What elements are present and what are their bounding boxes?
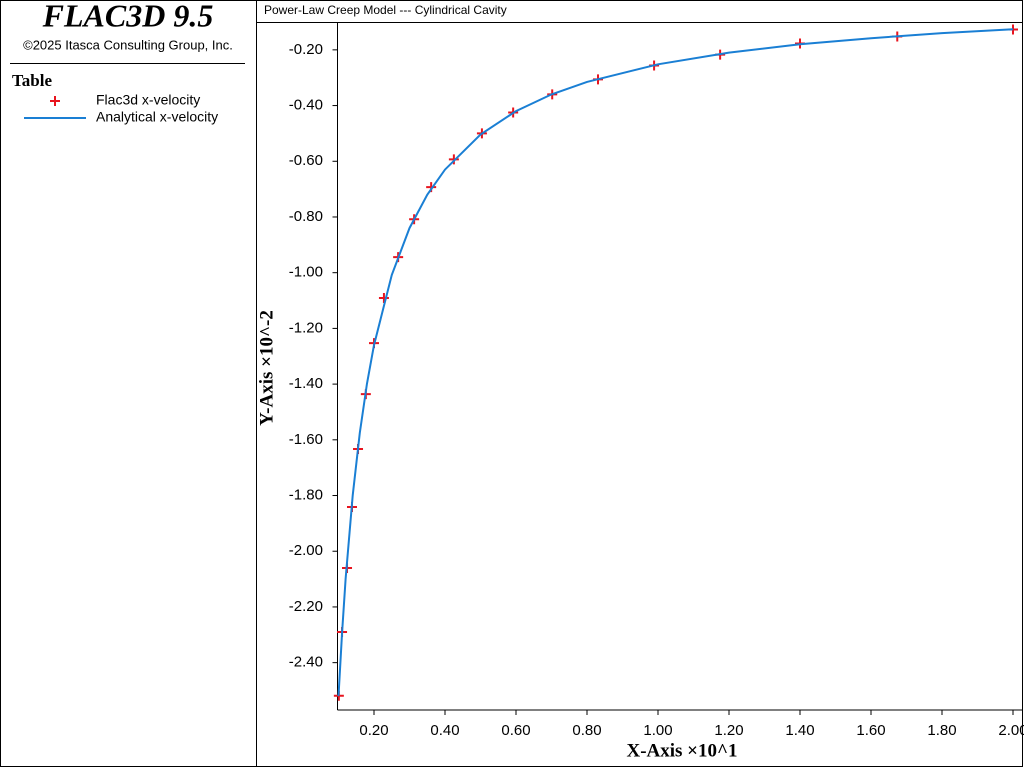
y-tick-label: -2.20	[289, 598, 323, 615]
x-tick-label: 0.40	[430, 722, 459, 739]
x-tick-label: 0.80	[572, 722, 601, 739]
legend-title: Table	[12, 71, 52, 90]
y-tick-label: -1.20	[289, 319, 323, 336]
x-tick-label: 1.40	[785, 722, 814, 739]
side-panel	[0, 0, 257, 767]
y-tick-label: -2.40	[289, 654, 323, 671]
marker	[378, 293, 389, 304]
y-tick-label: -1.40	[289, 375, 323, 392]
y-tick-label: -0.20	[289, 41, 323, 58]
y-tick-label: -2.00	[289, 542, 323, 559]
legend-marker	[50, 96, 60, 106]
x-tick-label: 1.00	[643, 722, 672, 739]
x-tick-label: 0.20	[359, 722, 388, 739]
analytical-line	[337, 28, 1014, 697]
x-tick-label: 0.60	[501, 722, 530, 739]
y-tick-label: -1.00	[289, 264, 323, 281]
x-tick-label: 1.60	[856, 722, 885, 739]
legend-label: Flac3d x-velocity	[96, 92, 200, 108]
y-tick-label: -0.40	[289, 97, 323, 114]
y-tick-label: -0.60	[289, 152, 323, 169]
y-tick-label: -1.60	[289, 431, 323, 448]
y-tick-label: -1.80	[289, 486, 323, 503]
chart-title: Power-Law Creep Model --- Cylindrical Ca…	[264, 3, 507, 17]
x-tick-label: 1.80	[927, 722, 956, 739]
y-tick-label: -0.80	[289, 208, 323, 225]
x-tick-label: 2.00	[998, 722, 1024, 739]
y-axis-title: Y-Axis ×10^-2	[256, 310, 277, 426]
copyright: ©2025 Itasca Consulting Group, Inc.	[23, 37, 233, 52]
legend-label: Analytical x-velocity	[96, 109, 218, 125]
x-axis-title: X-Axis ×10^1	[626, 740, 737, 761]
x-tick-label: 1.20	[714, 722, 743, 739]
marker	[448, 154, 459, 165]
app-title: FLAC3D 9.5	[42, 0, 214, 33]
plot-panel	[256, 0, 1023, 767]
